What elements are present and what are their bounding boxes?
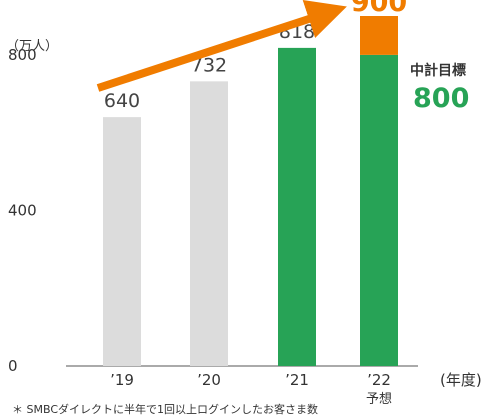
x-tick-sublabel: 予想 <box>366 391 392 407</box>
y-tick-label: 400 <box>8 201 37 219</box>
bar-3 <box>360 54 398 367</box>
bar-value-label: 640 <box>104 90 140 112</box>
bar-1 <box>190 81 228 366</box>
x-tick-label: ’19 <box>110 371 134 389</box>
bar-2 <box>278 47 316 367</box>
y-tick-label: 800 <box>8 46 37 64</box>
y-axis-unit-label: （万人） <box>6 39 58 54</box>
projection-bar-segment <box>360 16 398 55</box>
x-tick-label: ’22 <box>367 371 391 389</box>
footnote: ＊ SMBCダイレクトに半年で1回以上ログインしたお客さま数 <box>12 402 318 416</box>
bar-0 <box>103 117 141 366</box>
y-tick-label: 0 <box>8 357 18 375</box>
x-tick-label: ’21 <box>285 371 309 389</box>
target-value: 800 <box>413 83 469 114</box>
x-axis-unit-label: (年度) <box>440 371 482 389</box>
projection-value-label: 900 <box>351 0 407 18</box>
trend-arrow <box>96 0 347 92</box>
target-label: 中計目標 <box>410 62 466 79</box>
x-tick-label: ’20 <box>197 371 221 389</box>
bar-value-label: 732 <box>191 54 227 76</box>
